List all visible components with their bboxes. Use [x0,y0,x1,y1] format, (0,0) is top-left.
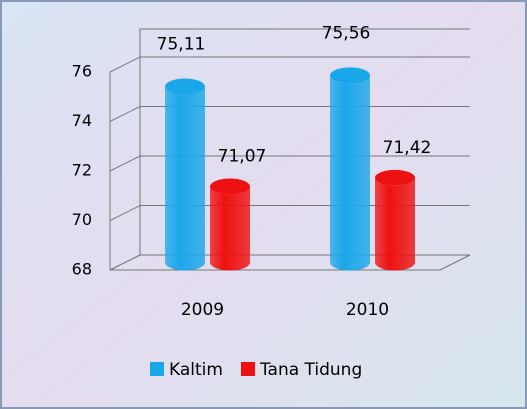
value-label: 75,11 [157,35,206,55]
cylinder [375,177,415,271]
y-tick-label: 68 [72,260,92,279]
y-tick-label: 74 [72,111,92,130]
y-tick-label: 70 [72,210,92,229]
value-label: 75,56 [322,23,371,43]
cylinder [210,186,250,271]
cylinder-top [330,67,370,84]
grid-line [109,56,470,73]
legend-swatch [150,362,164,376]
y-tick-label: 76 [72,62,92,81]
cylinder [330,75,370,271]
cylinder-top [210,178,250,195]
cylinder [165,86,205,271]
legend-label: Tana Tidung [259,360,362,380]
back-wall [139,28,470,255]
cylinder-top [165,78,205,95]
value-label: 71,42 [383,138,432,158]
value-label: 71,07 [218,147,267,167]
x-tick-label: 2009 [181,300,224,320]
legend-label: Kaltim [169,360,223,380]
y-tick-label: 72 [72,161,92,180]
cylinder-top [375,169,415,186]
x-tick-label: 2010 [346,300,389,320]
legend-swatch [240,362,255,376]
